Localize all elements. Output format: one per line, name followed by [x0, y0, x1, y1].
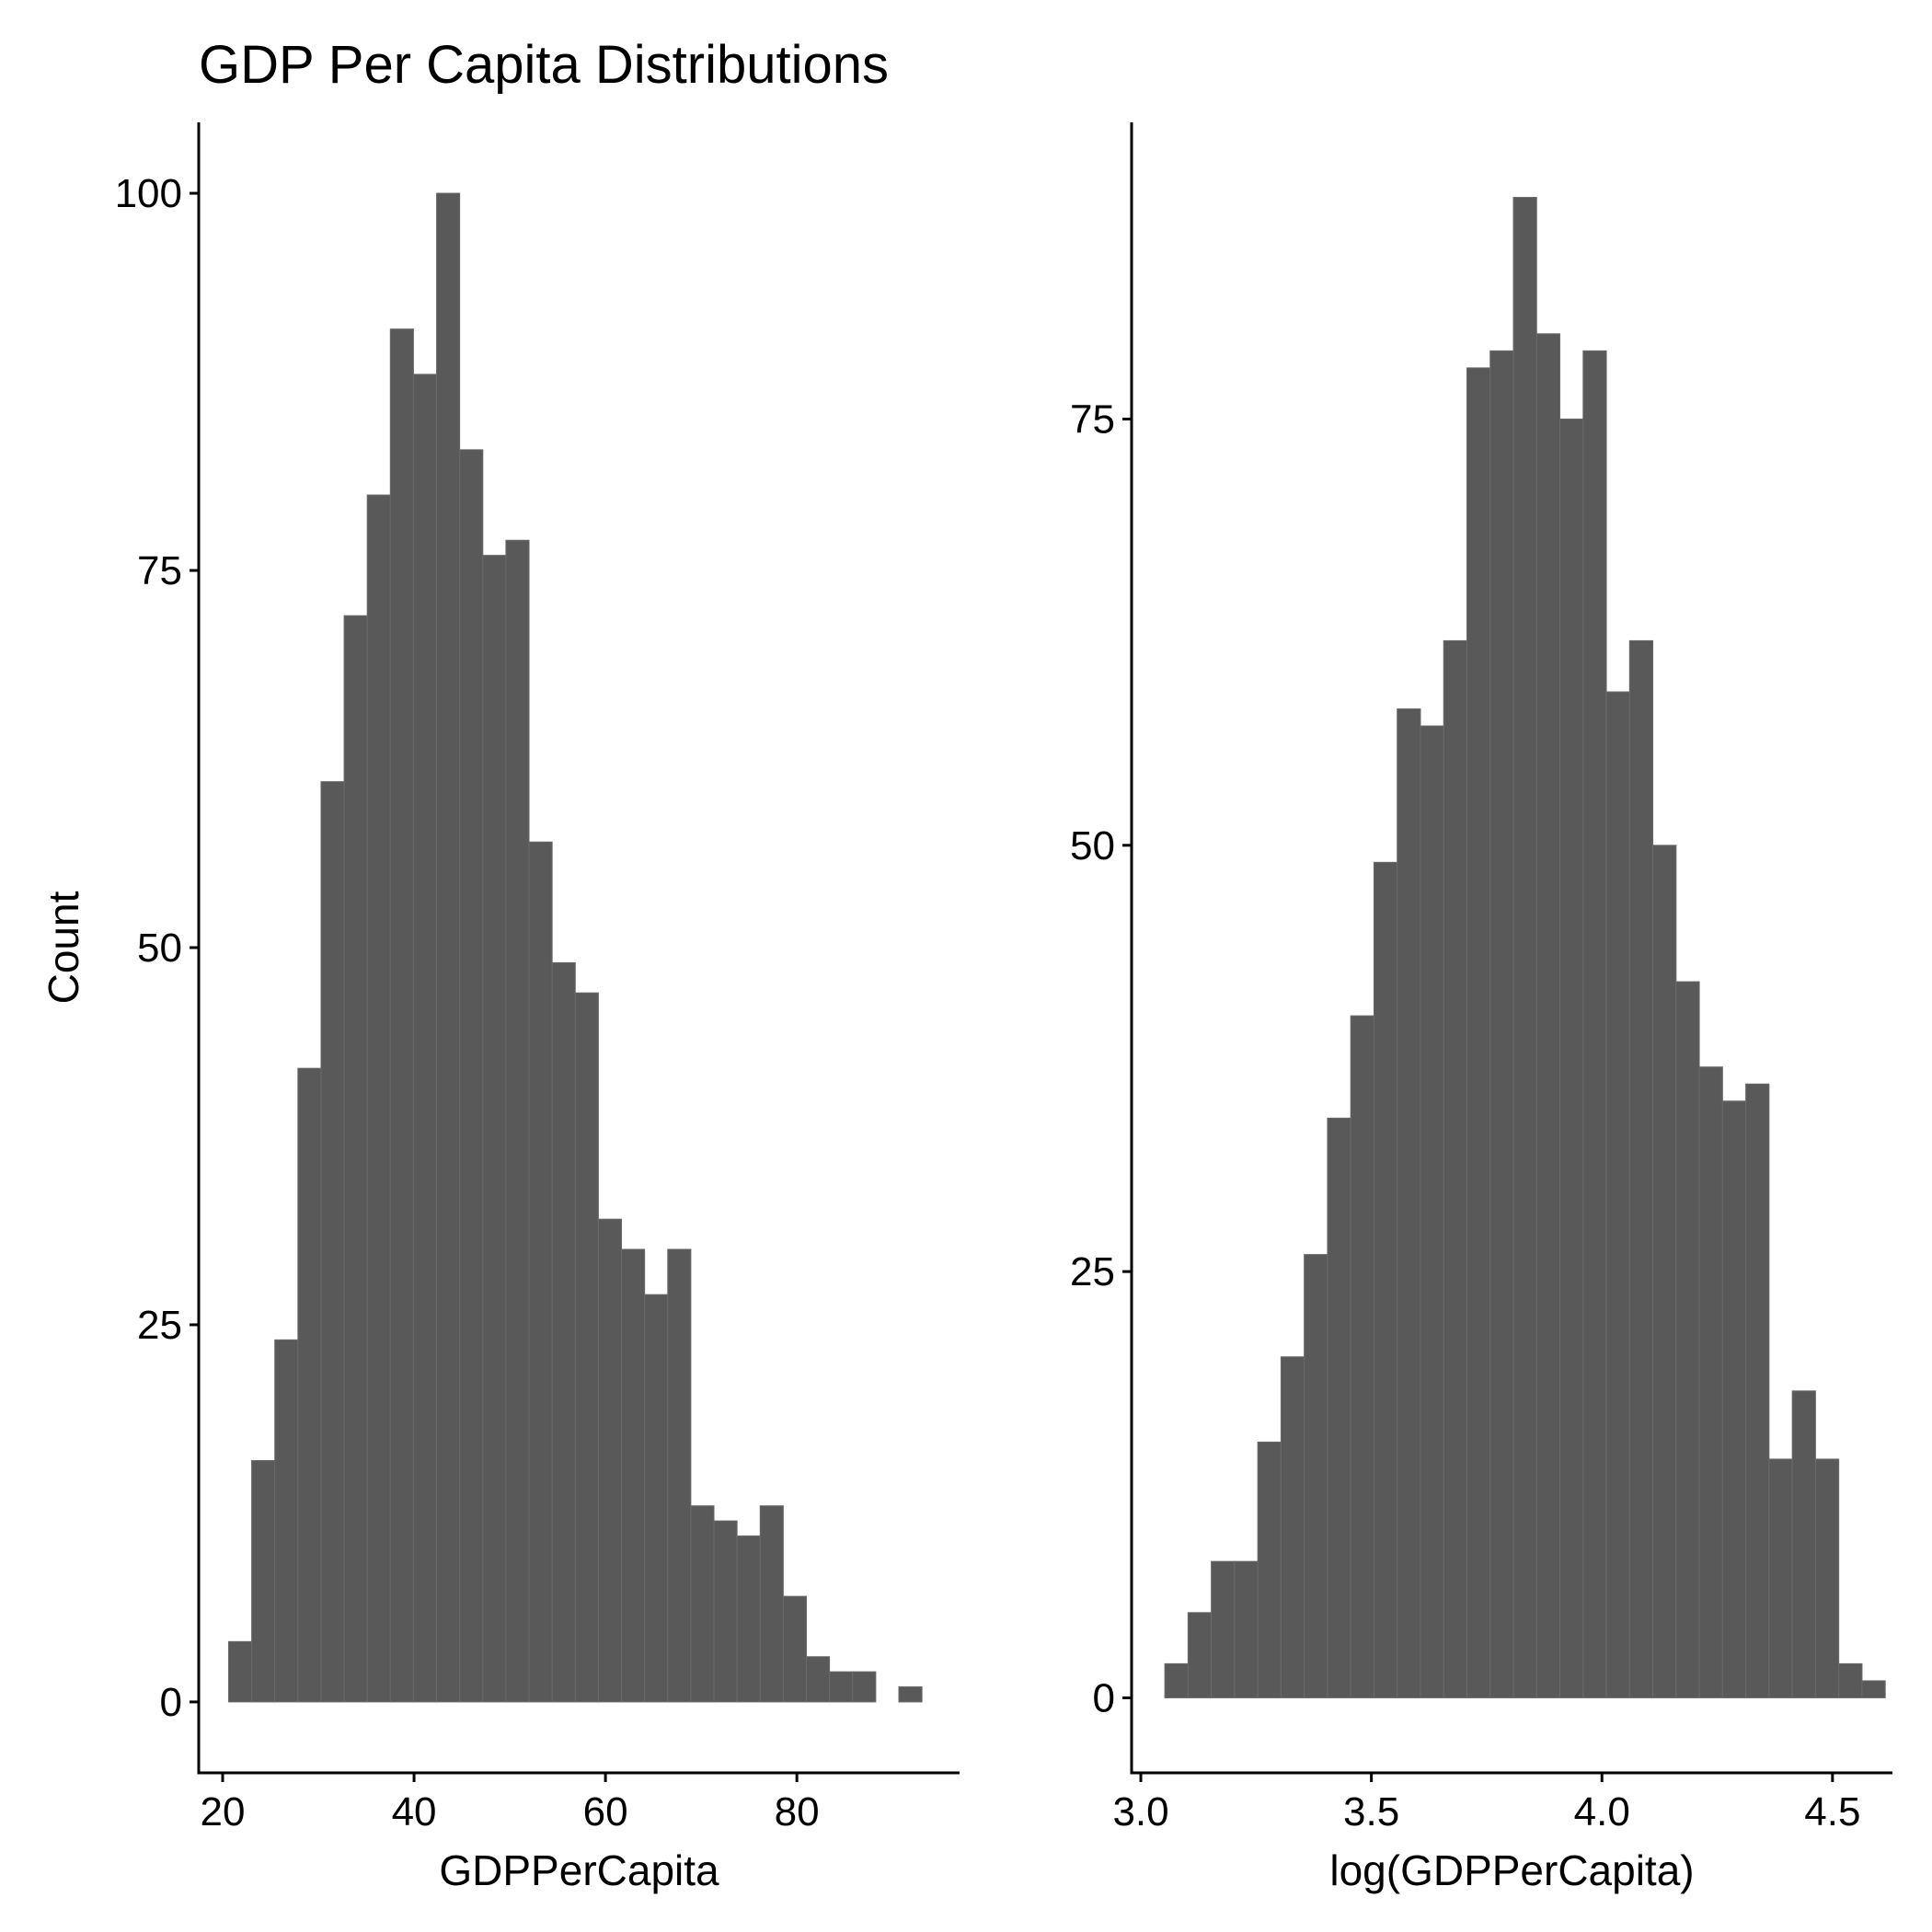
x-tick-label: 4.0	[1574, 1789, 1630, 1834]
histogram-bar	[1489, 350, 1514, 1698]
histogram-bar	[690, 1505, 715, 1703]
histogram-bar	[1582, 350, 1607, 1698]
histogram-bar	[1861, 1680, 1886, 1698]
histogram-bar	[782, 1595, 808, 1703]
y-tick-label: 75	[137, 548, 182, 593]
histogram-bar	[505, 539, 530, 1703]
y-tick-label: 75	[1070, 397, 1115, 442]
histogram-bar	[1466, 367, 1491, 1698]
y-tick-label: 100	[115, 171, 182, 216]
histogram-bar	[1768, 1458, 1793, 1698]
x-axis-title: log(GDPPerCapita)	[1329, 1846, 1694, 1894]
histogram-bar	[1605, 691, 1630, 1698]
histogram-bar	[1280, 1356, 1305, 1698]
histogram-bar	[1535, 333, 1561, 1698]
histogram-bar	[320, 781, 345, 1703]
figure-title: GDP Per Capita Distributions	[199, 35, 889, 95]
histogram-bar	[644, 1294, 669, 1703]
left-histogram-panel: 0 25 50 75 100 20 40 60 80 GDPPerCapita Count	[40, 122, 960, 1894]
histogram-bar	[1838, 1662, 1863, 1698]
x-tick-label: 3.0	[1112, 1789, 1168, 1834]
histogram-bar	[898, 1686, 923, 1703]
histogram-bar	[482, 555, 507, 1703]
y-tick-label: 0	[160, 1680, 182, 1725]
y-axis-title: Count	[40, 891, 87, 1004]
histogram-bar	[412, 374, 438, 1703]
x-tick-label: 80	[775, 1789, 820, 1834]
x-axis-title: GDPPerCapita	[439, 1846, 719, 1894]
histogram-bar	[528, 841, 553, 1703]
histogram-bar	[227, 1640, 253, 1703]
histogram-bar	[1164, 1662, 1189, 1698]
histogram-bar	[1628, 639, 1654, 1698]
histogram-bar	[1559, 418, 1584, 1698]
histogram-bar	[1420, 725, 1444, 1698]
histogram-bar	[389, 328, 414, 1703]
histogram-bar	[436, 192, 461, 1703]
histogram-bar	[667, 1248, 692, 1703]
x-tick-label: 4.5	[1804, 1789, 1860, 1834]
histogram-bar	[1350, 1015, 1374, 1698]
histogram-bar	[829, 1671, 854, 1703]
histogram-bar	[1187, 1612, 1213, 1698]
x-tick-label: 3.5	[1343, 1789, 1399, 1834]
histogram-bar	[551, 961, 576, 1703]
x-tick-label: 60	[583, 1789, 628, 1834]
histogram-bar	[1512, 197, 1537, 1698]
histogram-bar	[1791, 1390, 1816, 1698]
histogram-bar	[459, 449, 484, 1703]
histogram-bar	[1327, 1117, 1351, 1698]
y-tick-label: 50	[137, 926, 182, 971]
y-tick-label: 50	[1070, 823, 1115, 868]
histogram-bar	[1443, 639, 1467, 1698]
histogram-bar	[343, 615, 368, 1703]
histogram-bar	[1814, 1458, 1840, 1698]
histogram-bar	[366, 494, 391, 1703]
histogram-bar	[1397, 708, 1421, 1698]
histogram-bar	[1211, 1560, 1236, 1698]
histogram-bar	[274, 1339, 299, 1703]
histogram-bar	[1234, 1560, 1259, 1698]
histogram-bar	[1698, 1066, 1723, 1698]
x-tick-label: 40	[392, 1789, 437, 1834]
histogram-bar	[1745, 1083, 1770, 1698]
y-tick-label: 0	[1093, 1675, 1115, 1720]
histogram-bar	[736, 1535, 761, 1703]
histogram-bar	[597, 1218, 623, 1703]
histogram-bar	[852, 1671, 877, 1703]
histogram-bar	[1675, 981, 1700, 1698]
histogram-bar	[806, 1656, 831, 1703]
histogram-bar	[713, 1520, 738, 1703]
y-tick-label: 25	[137, 1303, 182, 1348]
histogram-bar	[1257, 1441, 1282, 1698]
histogram-bar	[1373, 861, 1398, 1698]
histogram-bar	[621, 1248, 646, 1703]
histogram-bar	[251, 1460, 276, 1703]
histogram-bar	[574, 992, 599, 1703]
histogram-bar	[297, 1067, 322, 1703]
histogram-bar	[1652, 845, 1677, 1698]
histogram-bar	[1304, 1254, 1328, 1698]
x-tick-label: 20	[201, 1789, 246, 1834]
histogram-bar	[1721, 1100, 1747, 1698]
y-tick-label: 25	[1070, 1249, 1115, 1294]
histogram-bar	[759, 1505, 784, 1703]
right-histogram-panel: 0 25 50 75 3.0 3.5 4.0 4.5 log(GDPPerCapita)	[1070, 122, 1892, 1894]
